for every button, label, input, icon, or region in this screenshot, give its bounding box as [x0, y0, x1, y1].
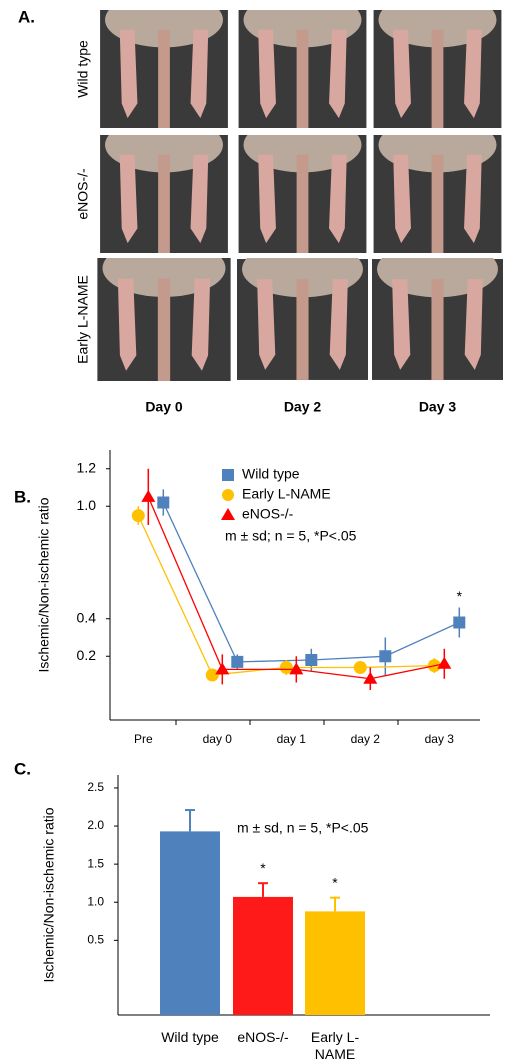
photo [97, 258, 231, 381]
legend-label: Early L-NAME [242, 486, 331, 502]
marker [379, 650, 392, 663]
significance: * [457, 588, 463, 604]
column-label: Day 3 [419, 399, 457, 415]
y-tick-label: 0.4 [77, 609, 97, 625]
panel-label: B. [14, 487, 31, 506]
row-label: eNOS-/- [75, 168, 91, 220]
marker [231, 655, 244, 668]
row-label: Early L-NAME [75, 275, 91, 364]
legend-label: eNOS-/- [242, 506, 294, 522]
column-label: Day 0 [145, 399, 183, 415]
photo [373, 10, 502, 128]
photo [373, 135, 502, 253]
x-tick-label: Pre [134, 732, 153, 746]
x-tick-label: eNOS-/- [237, 1029, 289, 1045]
x-tick-label: day 2 [351, 732, 381, 746]
marker [141, 489, 156, 502]
panel-label: A. [18, 7, 35, 26]
bar [233, 896, 293, 1015]
x-tick-label: day 3 [425, 732, 455, 746]
row-label: Wild type [75, 40, 91, 98]
series-line [162, 502, 460, 663]
marker [157, 496, 170, 509]
y-tick-label: 0.5 [87, 933, 104, 947]
note: m ± sd; n = 5, *P<.05 [225, 528, 357, 544]
y-tick-label: 0.2 [77, 647, 97, 663]
y-tick-label: 1.5 [87, 856, 104, 870]
legend-label: Wild type [242, 466, 300, 482]
photo [100, 135, 228, 253]
y-tick-label: 1.0 [87, 894, 104, 908]
y-tick-label: 1.0 [77, 497, 97, 513]
marker [215, 662, 230, 675]
y-axis-label: Ischemic/Non-ischemic ratio [36, 497, 52, 672]
y-tick-label: 1.2 [77, 459, 97, 475]
panel-label: C. [14, 759, 31, 778]
y-axis-label: Ischemic/Non-ischemic ratio [41, 807, 57, 982]
column-label: Day 2 [284, 399, 322, 415]
photo [237, 258, 368, 380]
x-tick-label: day 1 [277, 732, 307, 746]
bar [305, 911, 365, 1015]
note: m ± sd, n = 5, *P<.05 [237, 820, 369, 836]
marker [437, 656, 452, 669]
marker [289, 662, 304, 675]
significance: * [260, 860, 266, 876]
photo [100, 10, 228, 128]
marker [453, 616, 466, 629]
x-tick-label: Wild type [161, 1029, 219, 1045]
x-tick-label: day 0 [203, 732, 233, 746]
marker [279, 661, 293, 674]
legend-marker [222, 489, 234, 501]
bar [160, 831, 220, 1015]
legend-marker [222, 469, 234, 481]
x-tick-label: Early L-NAME [310, 1029, 360, 1062]
series-line [147, 496, 445, 680]
significance: * [332, 874, 338, 890]
marker [353, 661, 367, 674]
marker [205, 668, 219, 682]
marker [305, 654, 318, 666]
y-tick-label: 2.0 [87, 818, 104, 832]
photo [238, 10, 367, 128]
marker [131, 509, 145, 523]
photo [372, 258, 503, 380]
legend-marker [221, 508, 235, 520]
y-tick-label: 2.5 [87, 780, 104, 794]
marker [363, 671, 378, 684]
photo [238, 135, 367, 253]
